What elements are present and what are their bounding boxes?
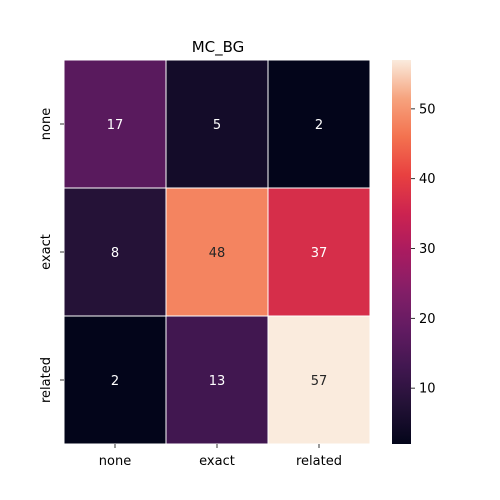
colorbar: 10 20 30 40 50 [392, 60, 436, 444]
x-axis: none exact related [99, 444, 342, 469]
cell-value-label: 8 [111, 246, 119, 261]
chart-title: MC_BG [192, 38, 245, 57]
cell-value-label: 13 [209, 374, 226, 389]
colorbar-tick-label: 30 [419, 242, 436, 257]
cell-value-label: 2 [111, 374, 119, 389]
heatmap-cells [63, 59, 371, 445]
cell-value-label: 57 [311, 374, 328, 389]
cell-value-label: 2 [315, 118, 323, 133]
cell-value-label: 48 [209, 246, 226, 261]
y-axis: none exact related [39, 108, 64, 403]
colorbar-tick-label: 20 [419, 312, 436, 327]
heatmap-cell [63, 59, 167, 189]
cell-value-label: 17 [107, 118, 124, 133]
heatmap-cell [267, 187, 371, 317]
colorbar-tick-label: 10 [419, 382, 436, 397]
heatmap-cell [63, 187, 167, 317]
colorbar-tick-label: 40 [419, 172, 436, 187]
heatmap-cell [165, 315, 269, 445]
heatmap-cell [165, 59, 269, 189]
colorbar-gradient [392, 60, 411, 444]
heatmap-cell [165, 187, 269, 317]
heatmap-cell [267, 59, 371, 189]
y-tick-label: related [39, 357, 54, 403]
x-tick-label: exact [199, 454, 235, 469]
cell-value-label: 5 [213, 118, 221, 133]
x-tick-label: related [296, 454, 342, 469]
y-tick-label: none [39, 108, 54, 140]
colorbar-tick-label: 50 [419, 102, 436, 117]
x-tick-label: none [99, 454, 131, 469]
cell-annotations: 17 5 2 8 48 37 2 13 57 [107, 118, 328, 389]
y-tick-label: exact [39, 234, 54, 270]
cell-value-label: 37 [311, 246, 328, 261]
